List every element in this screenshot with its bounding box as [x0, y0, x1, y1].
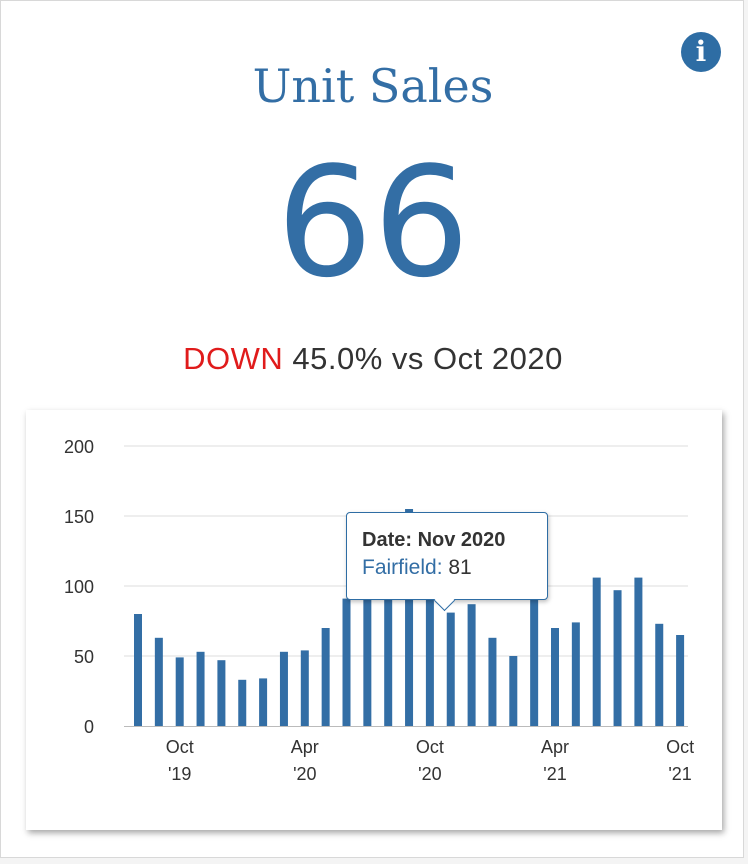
x-tick-month: Apr	[291, 737, 319, 757]
x-tick-year: '20	[293, 764, 316, 784]
info-icon[interactable]: i	[681, 32, 721, 72]
y-tick-label: 150	[64, 507, 94, 527]
bar-apr--21	[551, 628, 559, 726]
bar-nov--20	[446, 612, 455, 726]
x-tick-year: '20	[418, 764, 441, 784]
change-text: 45.0% vs Oct 2020	[292, 341, 563, 376]
y-tick-label: 100	[64, 577, 94, 597]
change-summary: DOWN 45.0% vs Oct 2020	[1, 341, 745, 377]
bar-jul--21	[613, 590, 622, 726]
x-tick-year: '19	[168, 764, 191, 784]
tooltip-series-value: 81	[448, 556, 472, 579]
bar-jan--20	[238, 679, 247, 726]
sales-bar-chart: 0 50 100 150 200 Oct '19 Apr '20 Oct '20 Apr '21 Oct '…	[64, 437, 694, 784]
bar-jan--21	[488, 637, 497, 726]
unit-sales-value: 66	[276, 134, 470, 311]
bar-mar--21	[530, 597, 539, 726]
bar-sep--21	[655, 623, 664, 726]
bar-dec--20	[467, 604, 476, 726]
bar-aug--21	[634, 577, 643, 726]
bar-feb--21	[509, 656, 518, 726]
y-tick-label: 0	[84, 717, 94, 737]
bar-oct--19	[175, 657, 184, 726]
x-tick-month: Apr	[541, 737, 569, 757]
bar-jun--21	[592, 577, 601, 726]
tooltip-series: Fairfield: 81	[362, 556, 547, 580]
bar-aug--19	[134, 614, 142, 726]
tooltip-series-name: Fairfield:	[362, 556, 443, 579]
widget-title: Unit Sales	[252, 59, 494, 113]
bar-oct--21	[676, 635, 685, 726]
bar-jun--20	[342, 598, 351, 726]
x-tick-year: '21	[668, 764, 691, 784]
bar-apr--20	[300, 650, 309, 726]
bar-aug--20	[384, 594, 393, 726]
bar-dec--19	[217, 660, 226, 726]
bar-nov--19	[196, 651, 205, 726]
bar-oct--20	[425, 558, 434, 726]
x-tick-month: Oct	[416, 737, 444, 757]
tooltip-date: Date: Nov 2020	[362, 529, 506, 551]
bar-sep--19	[154, 637, 163, 726]
bar-mar--20	[279, 651, 288, 726]
bar-feb--20	[259, 678, 268, 726]
x-tick-month: Oct	[666, 737, 694, 757]
x-tick-month: Oct	[166, 737, 194, 757]
y-tick-label: 50	[74, 647, 94, 667]
bar-may--21	[571, 622, 580, 726]
change-direction: DOWN	[183, 341, 284, 376]
sales-chart-panel: 0 50 100 150 200 Oct '19 Apr '20 Oct '20 Apr '21 Oct '…	[26, 410, 722, 830]
bar-jul--20	[363, 595, 372, 726]
x-tick-year: '21	[543, 764, 566, 784]
chart-tooltip: Date: Nov 2020 Fairfield: 81	[346, 512, 548, 612]
bar-may--20	[321, 628, 330, 726]
bar-sep--20	[405, 509, 414, 726]
y-tick-label: 200	[64, 437, 94, 457]
